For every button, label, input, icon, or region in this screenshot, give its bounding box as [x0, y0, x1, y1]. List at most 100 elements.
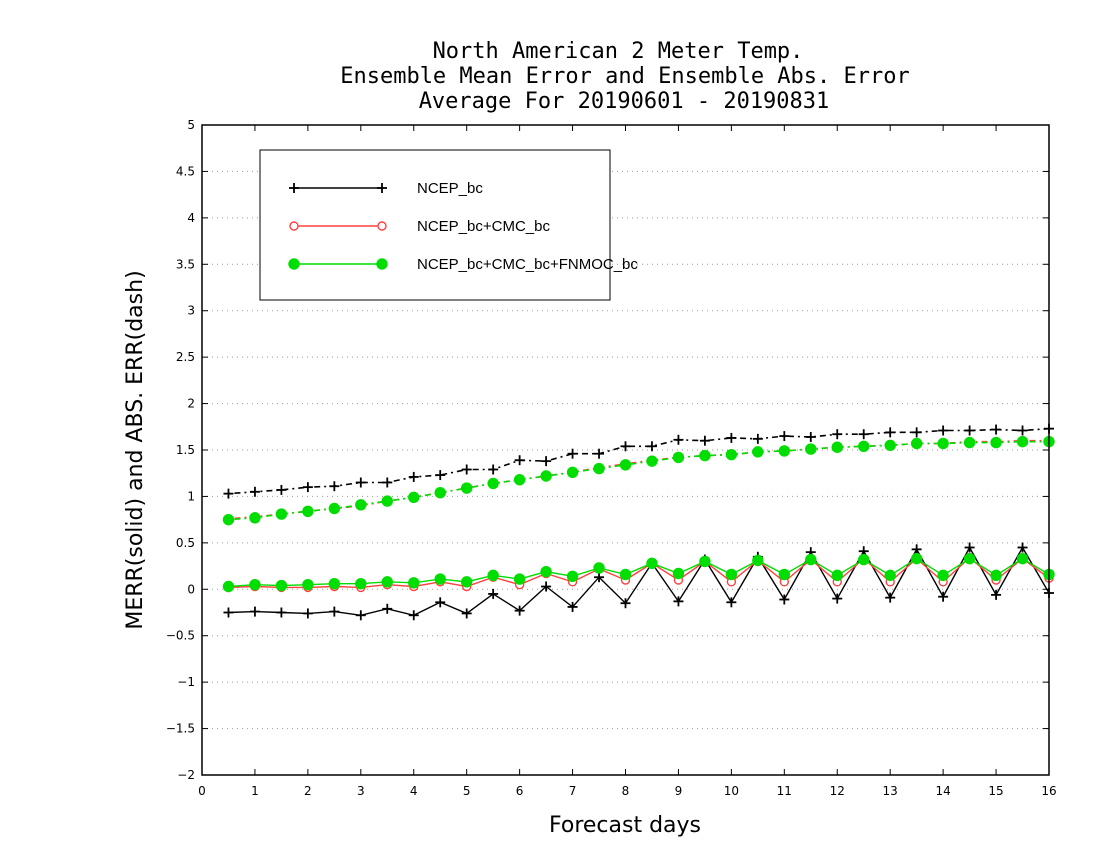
abs-err-point	[832, 429, 843, 440]
merr-point	[408, 610, 419, 621]
merr-point	[910, 552, 923, 565]
y-tick-label: −1	[177, 675, 195, 689]
abs-err-point	[513, 474, 526, 486]
abs-err-point	[726, 432, 737, 443]
x-tick-label: 1	[251, 784, 259, 798]
merr-point	[832, 593, 843, 604]
merr-point	[805, 553, 817, 566]
abs-err-point	[381, 495, 393, 507]
merr-point	[725, 568, 738, 581]
abs-err-point	[222, 513, 235, 526]
abs-err-point	[673, 434, 684, 445]
legend-item: NCEP_bc+CMC_bc+FNMOC_bc	[288, 256, 638, 273]
abs-err-point	[620, 441, 631, 452]
abs-err-point	[488, 464, 499, 475]
abs-err-point	[991, 424, 1002, 435]
merr-point	[276, 607, 287, 618]
legend-label: NCEP_bc	[417, 180, 483, 197]
gridlines	[202, 170, 1049, 730]
x-tick-label: 9	[675, 784, 683, 798]
x-tick-label: 15	[988, 784, 1003, 798]
abs-err-point	[805, 432, 816, 442]
abs-err-point	[646, 455, 658, 467]
abs-err-point	[461, 464, 472, 475]
merr-point	[567, 601, 578, 612]
merr-point	[302, 578, 314, 591]
y-axis-label: MERR(solid) and ABS. ERR(dash)	[123, 270, 148, 629]
legend-marker	[288, 258, 300, 270]
y-tick-label: 0.5	[176, 536, 195, 550]
merr-point	[461, 608, 472, 619]
merr-point	[328, 578, 341, 590]
y-tick-label: 2	[187, 397, 195, 411]
x-tick-label: 8	[622, 784, 630, 798]
abs-err-line	[228, 427, 1050, 495]
abs-err-point	[382, 477, 393, 488]
abs-err-point	[567, 448, 578, 459]
x-axis-label: Forecast days	[549, 813, 701, 838]
merr-point	[275, 579, 288, 592]
merr-point	[460, 576, 473, 588]
abs-err-point	[329, 481, 340, 492]
x-tick-label: 13	[883, 784, 898, 798]
y-tick-label: 1	[187, 489, 195, 503]
merr-point	[513, 573, 526, 585]
y-tick-label: 3.5	[176, 257, 195, 271]
abs-err-point	[1017, 425, 1028, 436]
abs-err-point	[276, 484, 287, 495]
merr-point	[831, 569, 843, 582]
merr-point	[858, 553, 870, 566]
merr-point	[938, 591, 949, 602]
axis-ticks: −2−1.5−1−0.500.511.522.533.544.550 1 2 3 4 5 6…	[166, 118, 1057, 798]
legend-item: NCEP_bc+CMC_bc	[289, 218, 550, 235]
y-tick-label: 2.5	[176, 350, 195, 364]
abs-err-point	[937, 437, 949, 450]
abs-err-point	[910, 437, 923, 450]
series-0	[223, 423, 1054, 621]
merr-point	[778, 568, 791, 581]
abs-err-line	[228, 440, 1049, 521]
chart-title-line-1: North American 2 Meter Temp.	[433, 39, 804, 64]
y-tick-label: 1.5	[176, 443, 195, 457]
merr-point	[779, 594, 790, 605]
abs-err-point	[990, 436, 1002, 449]
abs-err-point	[302, 482, 313, 493]
abs-err-point	[328, 502, 341, 515]
merr-point	[488, 588, 499, 599]
abs-err-point	[566, 466, 579, 478]
y-tick-label: 3	[187, 304, 195, 318]
merr-point	[487, 569, 499, 582]
abs-err-point	[435, 470, 446, 481]
legend-label: NCEP_bc+CMC_bc	[417, 218, 550, 235]
y-tick-label: −2	[177, 768, 195, 782]
abs-err-point	[699, 435, 710, 446]
x-tick-label: 12	[830, 784, 845, 798]
abs-err-point	[858, 440, 870, 452]
abs-err-point	[752, 433, 763, 444]
abs-err-point	[911, 427, 922, 438]
abs-err-point	[778, 445, 791, 457]
abs-err-point	[964, 425, 975, 436]
merr-point	[329, 606, 340, 617]
merr-point	[355, 578, 367, 590]
merr-point	[911, 544, 922, 555]
legend: NCEP_bc NCEP_bc+CMC_bc NCEP_bc+CMC_bc+FNMO…	[259, 149, 638, 301]
abs-err-point	[619, 459, 632, 471]
merr-point	[593, 562, 605, 574]
merr-point	[1017, 542, 1028, 553]
merr-point	[540, 565, 552, 578]
x-tick-label: 7	[569, 784, 577, 798]
x-tick-label: 11	[777, 784, 792, 798]
x-tick-label: 14	[935, 784, 950, 798]
chart-title-line-2: Ensemble Mean Error and Ensemble Abs. Er…	[340, 64, 910, 89]
merr-point	[223, 607, 234, 618]
legend-marker	[377, 183, 387, 193]
x-tick-label: 3	[357, 784, 365, 798]
legend-marker	[377, 221, 387, 231]
abs-err-point	[805, 443, 817, 455]
merr-point	[964, 542, 975, 553]
abs-err-point	[672, 451, 685, 464]
y-tick-label: 0	[187, 582, 195, 596]
abs-err-point	[460, 482, 473, 494]
